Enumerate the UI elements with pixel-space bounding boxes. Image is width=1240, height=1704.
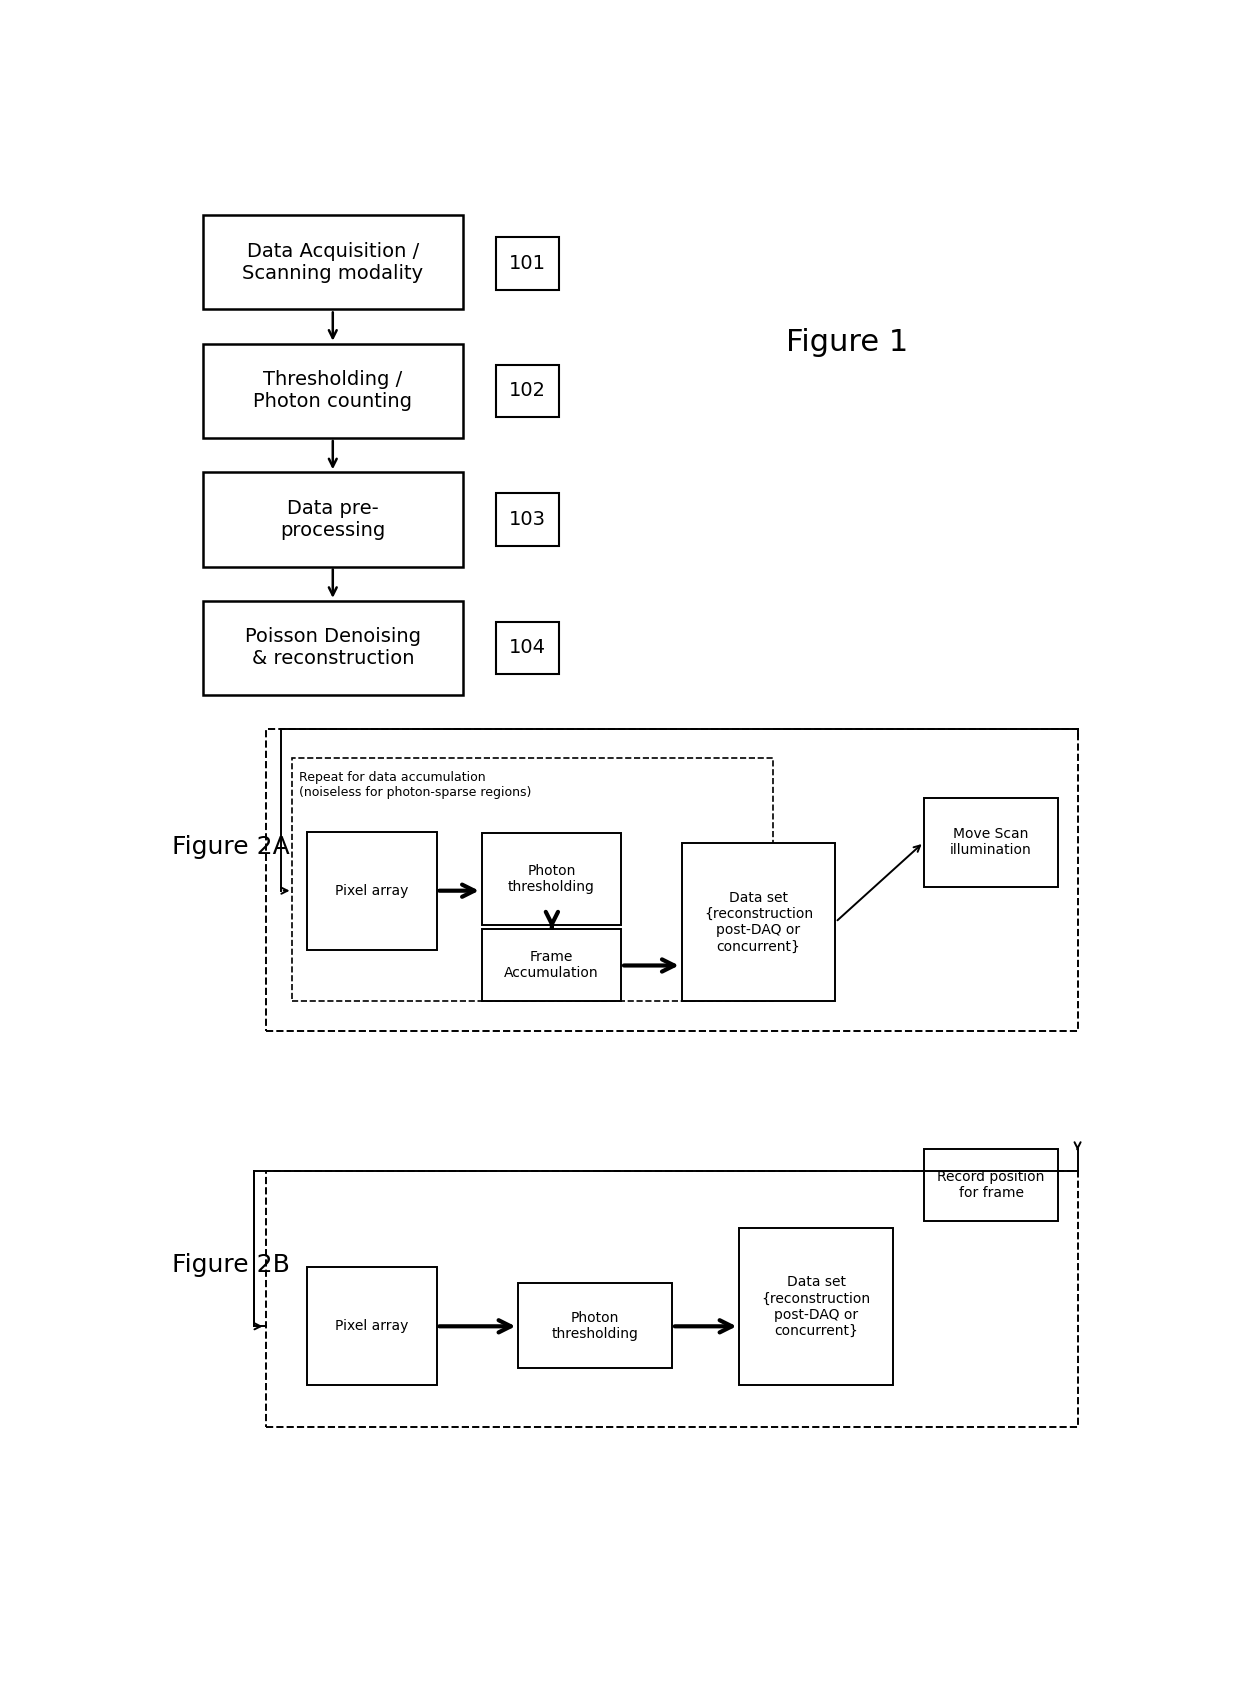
Bar: [306, 1268, 436, 1385]
Bar: [481, 929, 621, 1000]
Text: Repeat for data accumulation
(noiseless for photon-sparse regions): Repeat for data accumulation (noiseless …: [299, 772, 532, 799]
Bar: [293, 758, 773, 1000]
Text: Record position
for frame: Record position for frame: [937, 1171, 1045, 1200]
Text: Data set
{reconstruction
post-DAQ or
concurrent}: Data set {reconstruction post-DAQ or con…: [704, 891, 813, 954]
Bar: [924, 1148, 1059, 1222]
Bar: [265, 1171, 1078, 1428]
Bar: [306, 832, 436, 949]
Bar: [924, 797, 1059, 886]
Text: Photon
thresholding: Photon thresholding: [508, 864, 595, 895]
Bar: [496, 237, 558, 290]
Bar: [265, 729, 1078, 1031]
Text: Data pre-
processing: Data pre- processing: [280, 499, 386, 540]
Bar: [203, 472, 463, 567]
Text: Figure 2A: Figure 2A: [172, 835, 290, 859]
Text: Thresholding /
Photon counting: Thresholding / Photon counting: [253, 370, 412, 411]
Text: Move Scan
illumination: Move Scan illumination: [950, 826, 1032, 857]
Text: Data Acquisition /
Scanning modality: Data Acquisition / Scanning modality: [242, 242, 423, 283]
Text: Photon
thresholding: Photon thresholding: [552, 1310, 639, 1341]
Bar: [496, 365, 558, 417]
Bar: [481, 833, 621, 925]
Bar: [518, 1283, 672, 1368]
Text: 104: 104: [508, 639, 546, 658]
Text: Figure 1: Figure 1: [786, 327, 908, 356]
Bar: [496, 492, 558, 545]
Text: 103: 103: [508, 509, 546, 528]
Bar: [739, 1229, 893, 1385]
Text: Pixel array: Pixel array: [335, 884, 408, 898]
Bar: [496, 622, 558, 675]
Text: Poisson Denoising
& reconstruction: Poisson Denoising & reconstruction: [244, 627, 420, 668]
Text: 101: 101: [508, 254, 546, 273]
Text: Frame
Accumulation: Frame Accumulation: [505, 949, 599, 980]
Text: 102: 102: [508, 382, 546, 400]
Text: Figure 2B: Figure 2B: [172, 1252, 290, 1276]
Text: Pixel array: Pixel array: [335, 1319, 408, 1333]
Bar: [203, 344, 463, 438]
Bar: [203, 215, 463, 310]
Text: Data set
{reconstruction
post-DAQ or
concurrent}: Data set {reconstruction post-DAQ or con…: [761, 1275, 870, 1338]
Bar: [203, 602, 463, 695]
Bar: [682, 843, 836, 1000]
